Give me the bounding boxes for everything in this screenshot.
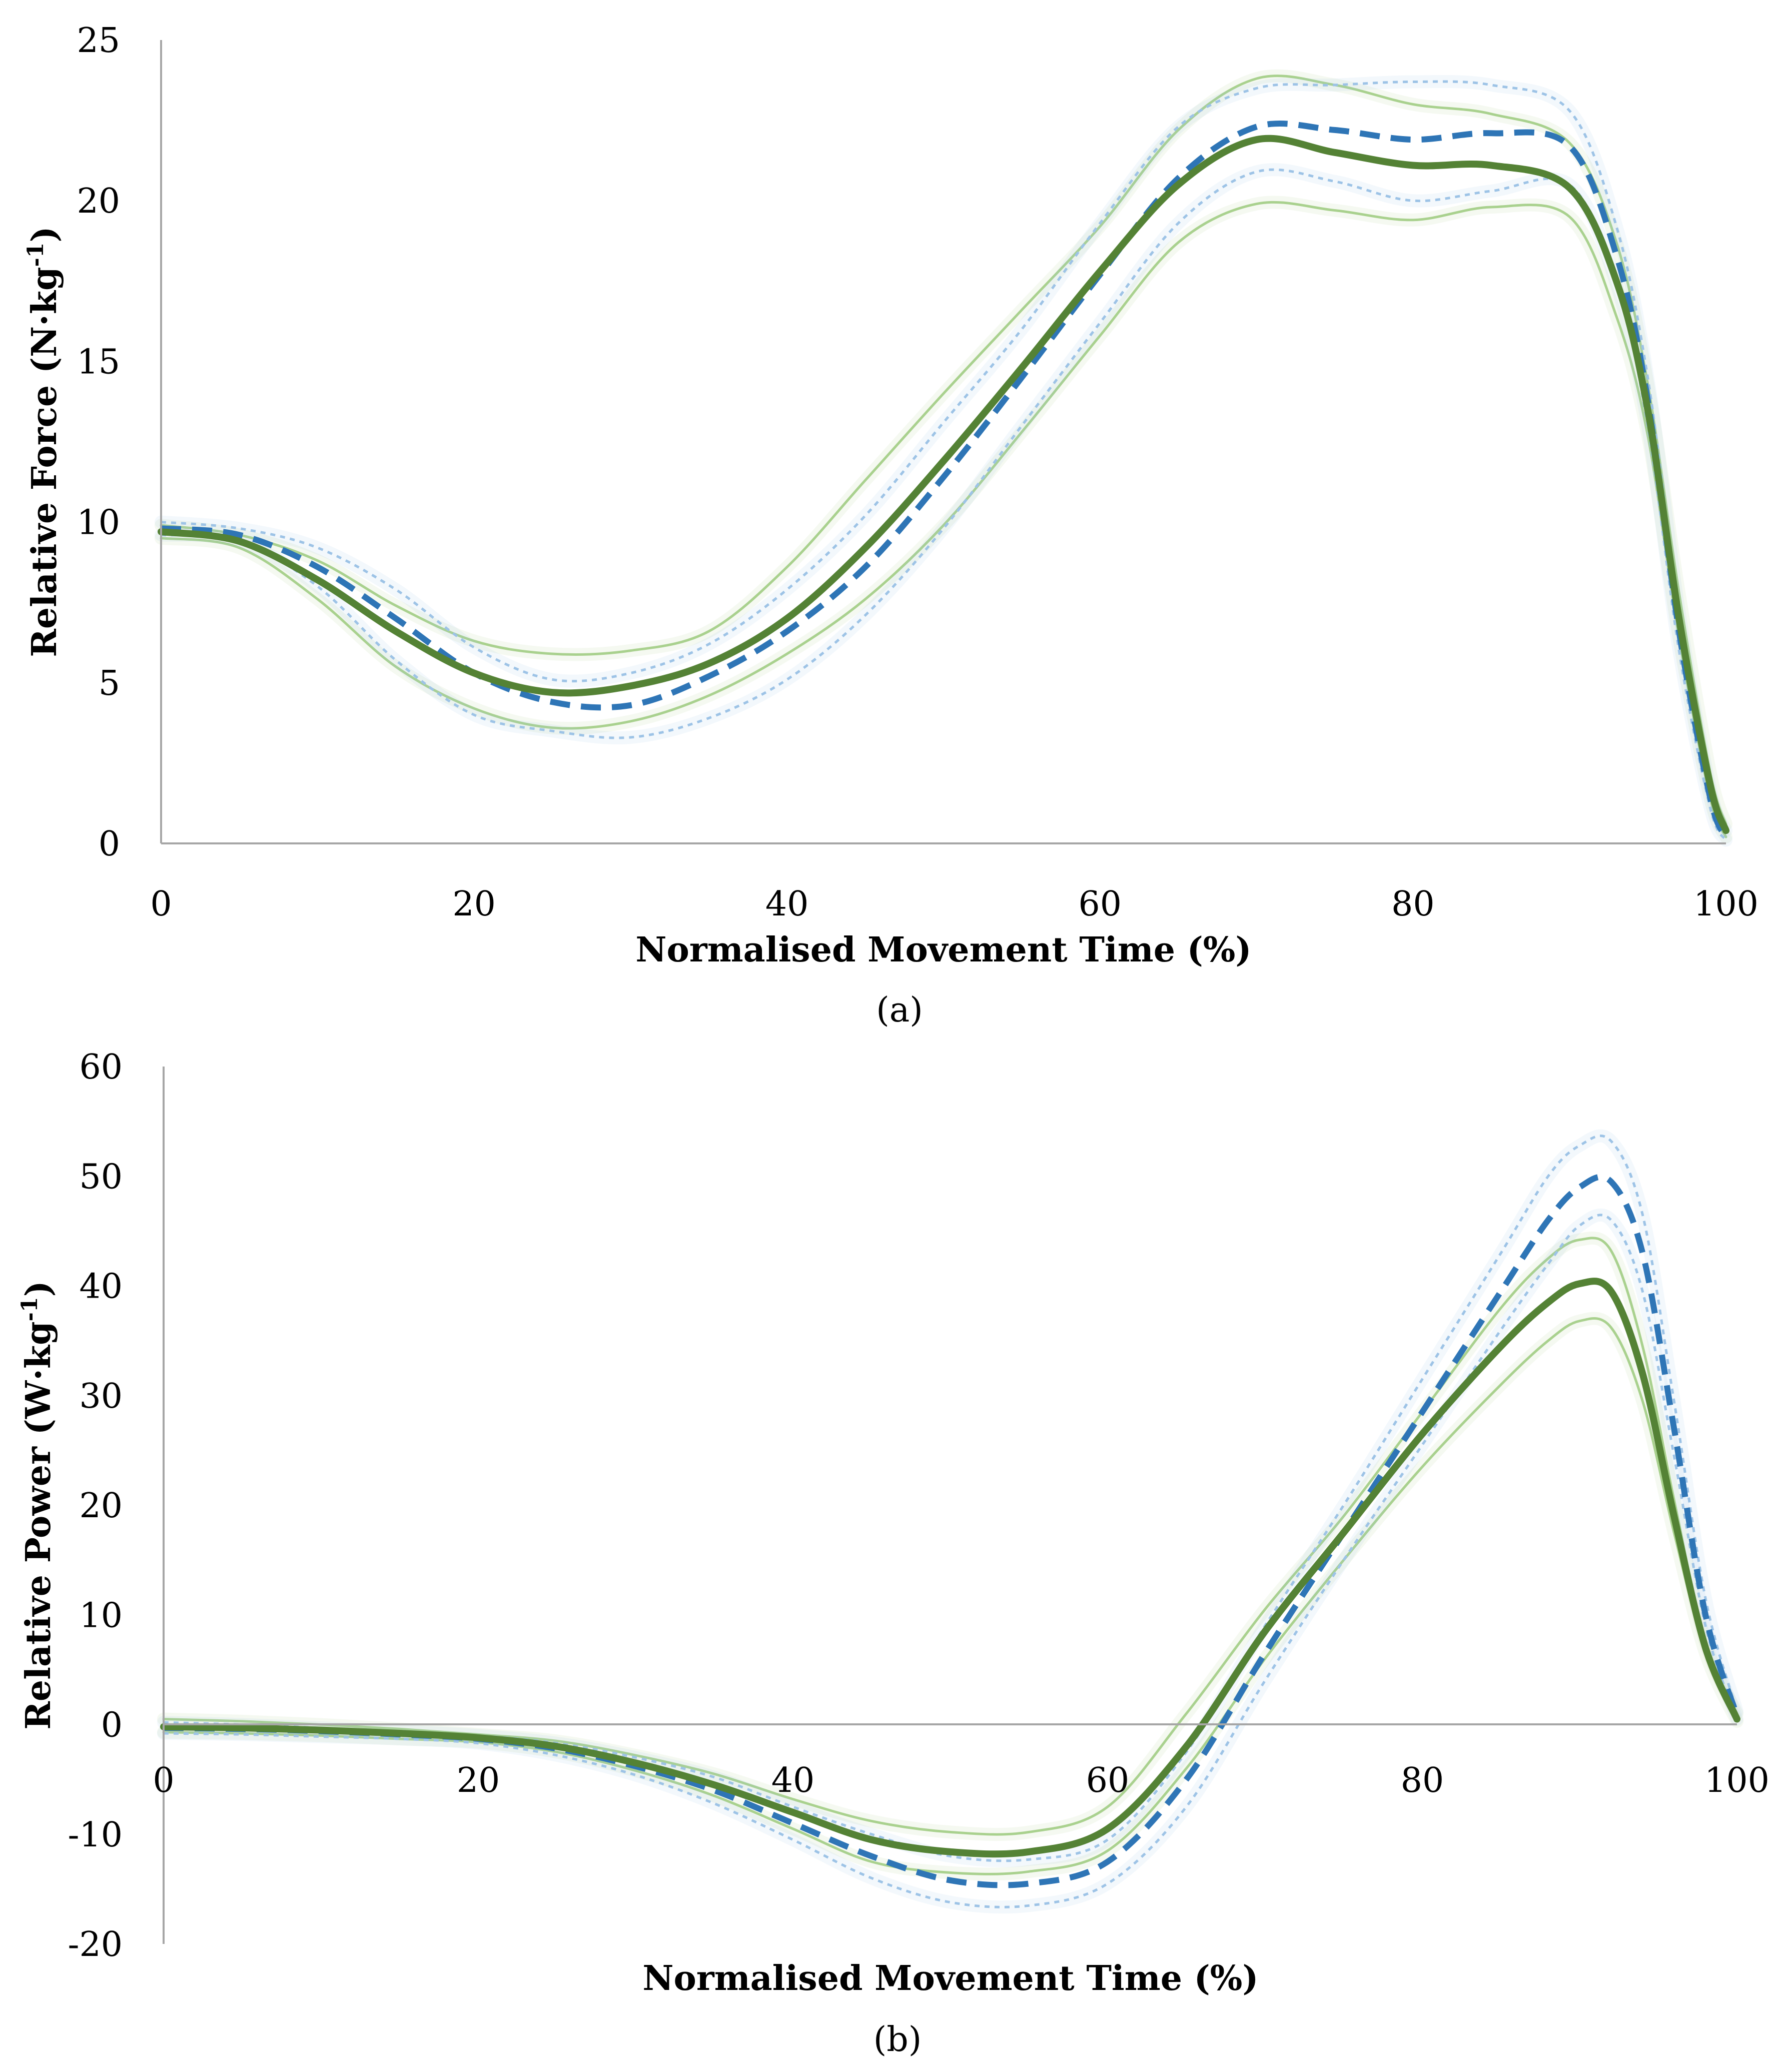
panel-b-y-tick-3: 10 xyxy=(79,1596,123,1635)
panel-b-y-tick-5: 30 xyxy=(79,1377,123,1416)
panel-a-x-tick-1: 20 xyxy=(452,884,496,924)
panel-a-caption: (a) xyxy=(876,990,923,1030)
panel-a-y-tick-5: 25 xyxy=(77,21,120,61)
panel-a-x-tick-5: 100 xyxy=(1693,884,1758,924)
panel-a-y-tick-labels: 0 5 10 15 20 25 xyxy=(77,21,120,864)
panel-b-series-group xyxy=(157,1129,1743,1914)
panel-b-y-tick-0: -20 xyxy=(68,1925,123,1964)
panel-a-line-group-1-mean xyxy=(158,135,1729,834)
panel-a-y-tick-4: 20 xyxy=(77,182,120,221)
panel-b-line-group-2-sd xyxy=(163,1214,1738,1908)
panel-b-x-tick-4: 80 xyxy=(1401,1761,1444,1800)
panel-b-y-tick-labels: -20 -10 0 10 20 30 40 50 60 xyxy=(68,1048,123,1964)
panel-b-x-axis-title: Normalised Movement Time (%) xyxy=(642,1958,1258,1998)
panel-a-x-tick-labels: 0 20 40 60 80 100 xyxy=(150,884,1758,924)
panel-a-series-group xyxy=(155,69,1732,847)
panel-a-series-5-halo xyxy=(155,163,1732,847)
panel-a-line-group-2-sd xyxy=(161,80,1727,831)
panel-b-line-group-1-mean xyxy=(160,1278,1740,1858)
panel-b-y-axis-title: Relative Power (W·kg-1) xyxy=(17,1281,59,1729)
panel-b-series-5-halo xyxy=(157,1208,1743,1914)
panel-b-chart: -20 -10 0 10 20 30 40 50 60 0 20 40 60 80 100 Normali… xyxy=(17,1048,1769,2059)
panel-a-y-tick-2: 10 xyxy=(77,503,120,543)
panel-a-y-tick-1: 5 xyxy=(99,664,120,703)
panel-a-x-tick-0: 0 xyxy=(150,884,172,924)
panel-a-chart: 0 5 10 15 20 25 0 20 40 60 80 100 Normalised Movem… xyxy=(23,21,1758,1030)
panel-b-y-tick-1: -10 xyxy=(68,1815,123,1855)
panel-b-y-tick-2: 0 xyxy=(101,1706,123,1745)
panel-a-line-group-2-mean xyxy=(161,120,1729,838)
panel-b-x-tick-2: 40 xyxy=(771,1761,815,1800)
panel-a-x-tick-4: 80 xyxy=(1391,884,1435,924)
panel-b-series-2-halo xyxy=(157,1312,1743,1881)
panel-b-x-tick-1: 20 xyxy=(457,1761,500,1800)
panel-b-y-tick-7: 50 xyxy=(79,1157,123,1197)
panel-a-x-tick-3: 60 xyxy=(1079,884,1122,924)
panel-b-x-tick-3: 60 xyxy=(1086,1761,1130,1800)
panel-b-y-tick-6: 40 xyxy=(79,1267,123,1307)
panel-b-line-group-2-mean xyxy=(163,1174,1740,1888)
panel-b-line-group-1-sd xyxy=(162,1317,1738,1875)
panel-a-y-axis-title: Relative Force (N·kg-1) xyxy=(23,226,65,657)
panel-b-x-tick-5: 100 xyxy=(1704,1761,1769,1800)
panel-a-line-group-2-sd xyxy=(161,168,1727,841)
panel-b-y-tick-4: 20 xyxy=(79,1486,123,1526)
panel-a-y-tick-3: 15 xyxy=(77,342,120,382)
panel-b-series-4-halo xyxy=(157,1129,1743,1867)
panel-b-caption: (b) xyxy=(873,2020,922,2059)
panel-a-y-tick-0: 0 xyxy=(99,824,120,864)
panel-a-x-tick-2: 40 xyxy=(765,884,809,924)
panel-b-y-tick-8: 60 xyxy=(79,1048,123,1087)
panel-a-line-group-1-sd xyxy=(160,201,1727,838)
panel-b-x-tick-labels: 0 20 40 60 80 100 xyxy=(153,1761,1769,1800)
panel-b-x-tick-0: 0 xyxy=(153,1761,174,1800)
panel-a-x-axis-title: Normalised Movement Time (%) xyxy=(635,930,1251,970)
